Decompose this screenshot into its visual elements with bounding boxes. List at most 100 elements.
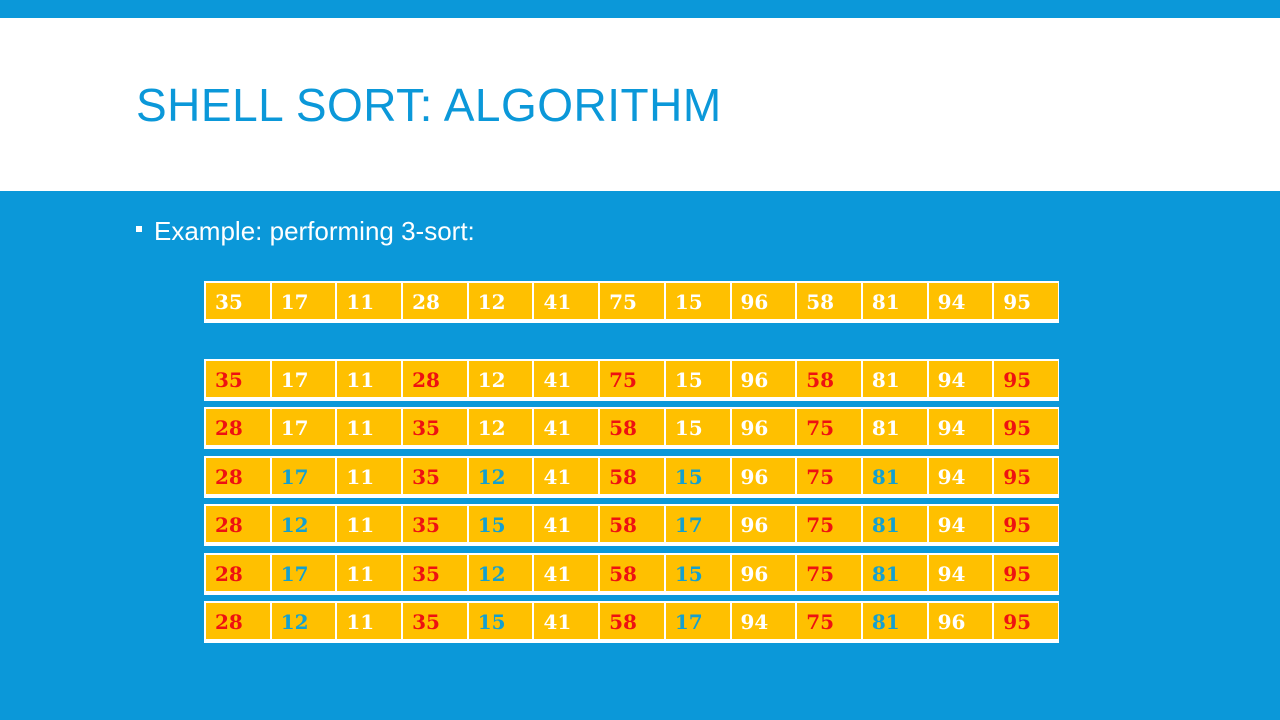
array-cell: 41 xyxy=(534,603,599,639)
top-accent-band xyxy=(0,0,1280,18)
array-row-original: 35 17 11 28 12 41 75 15 96 58 81 94 95 xyxy=(204,281,1059,323)
array-cell: 15 xyxy=(665,283,730,319)
array-cell: 28 xyxy=(206,458,270,494)
array-cell: 95 xyxy=(994,555,1058,591)
array-cell: 81 xyxy=(862,283,927,319)
array-cell: 81 xyxy=(862,506,927,542)
array-cell: 28 xyxy=(206,603,270,639)
title-area xyxy=(0,18,1280,191)
array-cell: 95 xyxy=(994,409,1058,445)
array-cell: 75 xyxy=(797,603,861,639)
array-row-step: 28 17 11 35 12 41 58 15 96 75 81 94 95 xyxy=(204,456,1059,498)
array-cell: 41 xyxy=(534,283,599,319)
array-cell: 58 xyxy=(600,555,664,591)
array-cell: 96 xyxy=(731,283,796,319)
array-cell: 11 xyxy=(337,458,402,494)
array-cell: 11 xyxy=(337,603,402,639)
array-cell: 96 xyxy=(731,555,796,591)
array-cell: 12 xyxy=(271,506,336,542)
array-cell: 28 xyxy=(206,555,270,591)
array-cell: 95 xyxy=(994,506,1058,542)
array-cell: 75 xyxy=(600,283,664,319)
array-cell: 12 xyxy=(468,283,533,319)
array-cell: 75 xyxy=(797,409,861,445)
array-cell: 15 xyxy=(468,506,533,542)
array-cell: 15 xyxy=(665,458,730,494)
array-cell: 15 xyxy=(665,361,730,397)
array-cell: 11 xyxy=(337,409,402,445)
array-cell: 94 xyxy=(928,283,993,319)
array-cell: 35 xyxy=(403,409,467,445)
array-cell: 17 xyxy=(665,603,730,639)
array-cell: 75 xyxy=(797,458,861,494)
array-cell: 17 xyxy=(271,458,336,494)
array-cell: 35 xyxy=(403,506,467,542)
array-cell: 94 xyxy=(928,458,993,494)
array-row-step: 28 17 11 35 12 41 58 15 96 75 81 94 95 xyxy=(204,407,1059,449)
array-cell: 17 xyxy=(271,283,336,319)
array-cell: 58 xyxy=(797,361,861,397)
array-cell: 96 xyxy=(928,603,993,639)
bullet-item: Example: performing 3-sort: xyxy=(136,213,475,249)
array-cell: 81 xyxy=(862,458,927,494)
bullet-square-icon xyxy=(136,226,142,233)
array-cell: 15 xyxy=(468,603,533,639)
array-cell: 58 xyxy=(600,458,664,494)
array-cell: 35 xyxy=(206,283,270,319)
array-cell: 41 xyxy=(534,409,599,445)
array-cell: 94 xyxy=(928,555,993,591)
array-cell: 15 xyxy=(665,555,730,591)
array-cell: 94 xyxy=(928,409,993,445)
array-cell: 17 xyxy=(271,555,336,591)
array-cell: 12 xyxy=(468,409,533,445)
array-row-step: 28 17 11 35 12 41 58 15 96 75 81 94 95 xyxy=(204,553,1059,595)
array-cell: 58 xyxy=(600,409,664,445)
array-row-step: 28 12 11 35 15 41 58 17 94 75 81 96 95 xyxy=(204,601,1059,643)
array-cell: 58 xyxy=(600,603,664,639)
array-cell: 12 xyxy=(468,555,533,591)
array-cell: 75 xyxy=(797,555,861,591)
array-cell: 94 xyxy=(731,603,796,639)
array-cell: 58 xyxy=(600,506,664,542)
array-cell: 81 xyxy=(862,555,927,591)
array-cell: 95 xyxy=(994,361,1058,397)
array-cell: 11 xyxy=(337,361,402,397)
array-cell: 95 xyxy=(994,458,1058,494)
array-cell: 81 xyxy=(862,361,927,397)
slide-title: SHELL SORT: ALGORITHM xyxy=(136,79,722,131)
array-row-step: 35 17 11 28 12 41 75 15 96 58 81 94 95 xyxy=(204,359,1059,401)
array-cell: 28 xyxy=(206,409,270,445)
array-cell: 15 xyxy=(665,409,730,445)
array-row-step: 28 12 11 35 15 41 58 17 96 75 81 94 95 xyxy=(204,504,1059,546)
array-cell: 41 xyxy=(534,506,599,542)
array-cell: 11 xyxy=(337,283,402,319)
array-cell: 96 xyxy=(731,458,796,494)
array-cell: 35 xyxy=(403,603,467,639)
array-cell: 81 xyxy=(862,409,927,445)
array-cell: 17 xyxy=(665,506,730,542)
array-cell: 35 xyxy=(206,361,270,397)
array-cell: 41 xyxy=(534,361,599,397)
array-cell: 12 xyxy=(468,458,533,494)
array-cell: 11 xyxy=(337,506,402,542)
array-cell: 28 xyxy=(403,361,467,397)
array-cell: 95 xyxy=(994,283,1058,319)
array-cell: 75 xyxy=(797,506,861,542)
array-cell: 75 xyxy=(600,361,664,397)
array-cell: 41 xyxy=(534,555,599,591)
array-cell: 96 xyxy=(731,506,796,542)
array-cell: 58 xyxy=(797,283,861,319)
array-cell: 28 xyxy=(403,283,467,319)
array-cell: 17 xyxy=(271,361,336,397)
array-cell: 35 xyxy=(403,458,467,494)
array-cell: 28 xyxy=(206,506,270,542)
array-cell: 17 xyxy=(271,409,336,445)
array-cell: 81 xyxy=(862,603,927,639)
array-cell: 12 xyxy=(468,361,533,397)
array-cell: 35 xyxy=(403,555,467,591)
array-cell: 11 xyxy=(337,555,402,591)
array-cell: 94 xyxy=(928,361,993,397)
array-cell: 95 xyxy=(994,603,1058,639)
array-cell: 94 xyxy=(928,506,993,542)
array-cell: 96 xyxy=(731,361,796,397)
